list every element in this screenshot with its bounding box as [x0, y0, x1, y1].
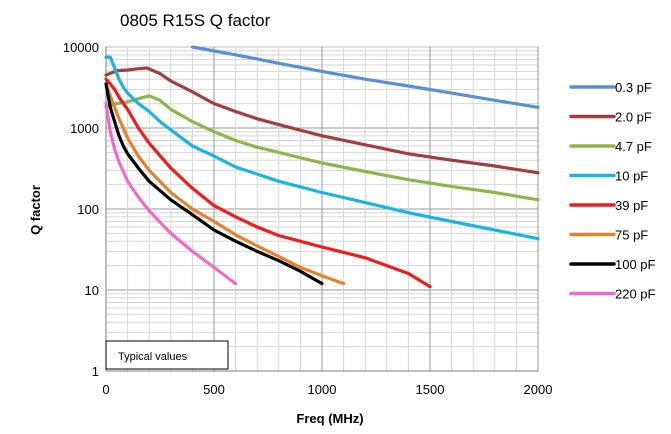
series-group: [104, 45, 540, 289]
x-tick-label: 1500: [416, 382, 445, 397]
legend-label: 75 pF: [615, 228, 648, 243]
x-axis-label: Freq (MHz): [296, 411, 363, 426]
legend-label: 220 pF: [615, 287, 656, 302]
legend-label: 100 pF: [615, 257, 656, 272]
legend-label: 39 pF: [615, 198, 648, 213]
legend-label: 0.3 pF: [615, 80, 652, 95]
x-tick-label: 1000: [308, 382, 337, 397]
axes: 0 500 1000 1500 2000 1 10 100 1000 10000: [63, 40, 553, 397]
series-line-2-0-pf: [104, 66, 540, 175]
x-tick-label: 2000: [524, 382, 553, 397]
x-tick-label: 500: [203, 382, 225, 397]
annotation-box: Typical values: [105, 340, 229, 370]
x-tick-label: 0: [102, 382, 109, 397]
series-line-39-pf: [104, 77, 432, 289]
annotation-text: Typical values: [118, 351, 188, 363]
series-line-10-pf: [104, 55, 540, 241]
y-tick-label: 100: [77, 202, 99, 217]
legend: 0.3 pF 2.0 pF 4.7 pF 10 pF 39 pF 75 pF 100 pF 2…: [569, 80, 656, 302]
legend-label: 2.0 pF: [615, 110, 652, 125]
series-line-75-pf: [104, 82, 346, 286]
legend-label: 10 pF: [615, 169, 648, 184]
legend-label: 4.7 pF: [615, 139, 652, 154]
y-tick-label: 10: [85, 283, 99, 298]
y-tick-label: 10000: [63, 40, 99, 55]
series-line-4-7-pf: [104, 94, 540, 202]
annotation-frame: [105, 340, 229, 370]
chart-title: 0805 R15S Q factor: [120, 11, 271, 30]
series-line-220-pf: [104, 102, 238, 286]
y-axis-label: Q factor: [28, 185, 43, 235]
series-line-100-pf: [104, 82, 324, 286]
series-line-0-3-pf: [190, 45, 540, 109]
y-tick-label: 1: [92, 364, 99, 379]
y-tick-label: 1000: [70, 121, 99, 136]
